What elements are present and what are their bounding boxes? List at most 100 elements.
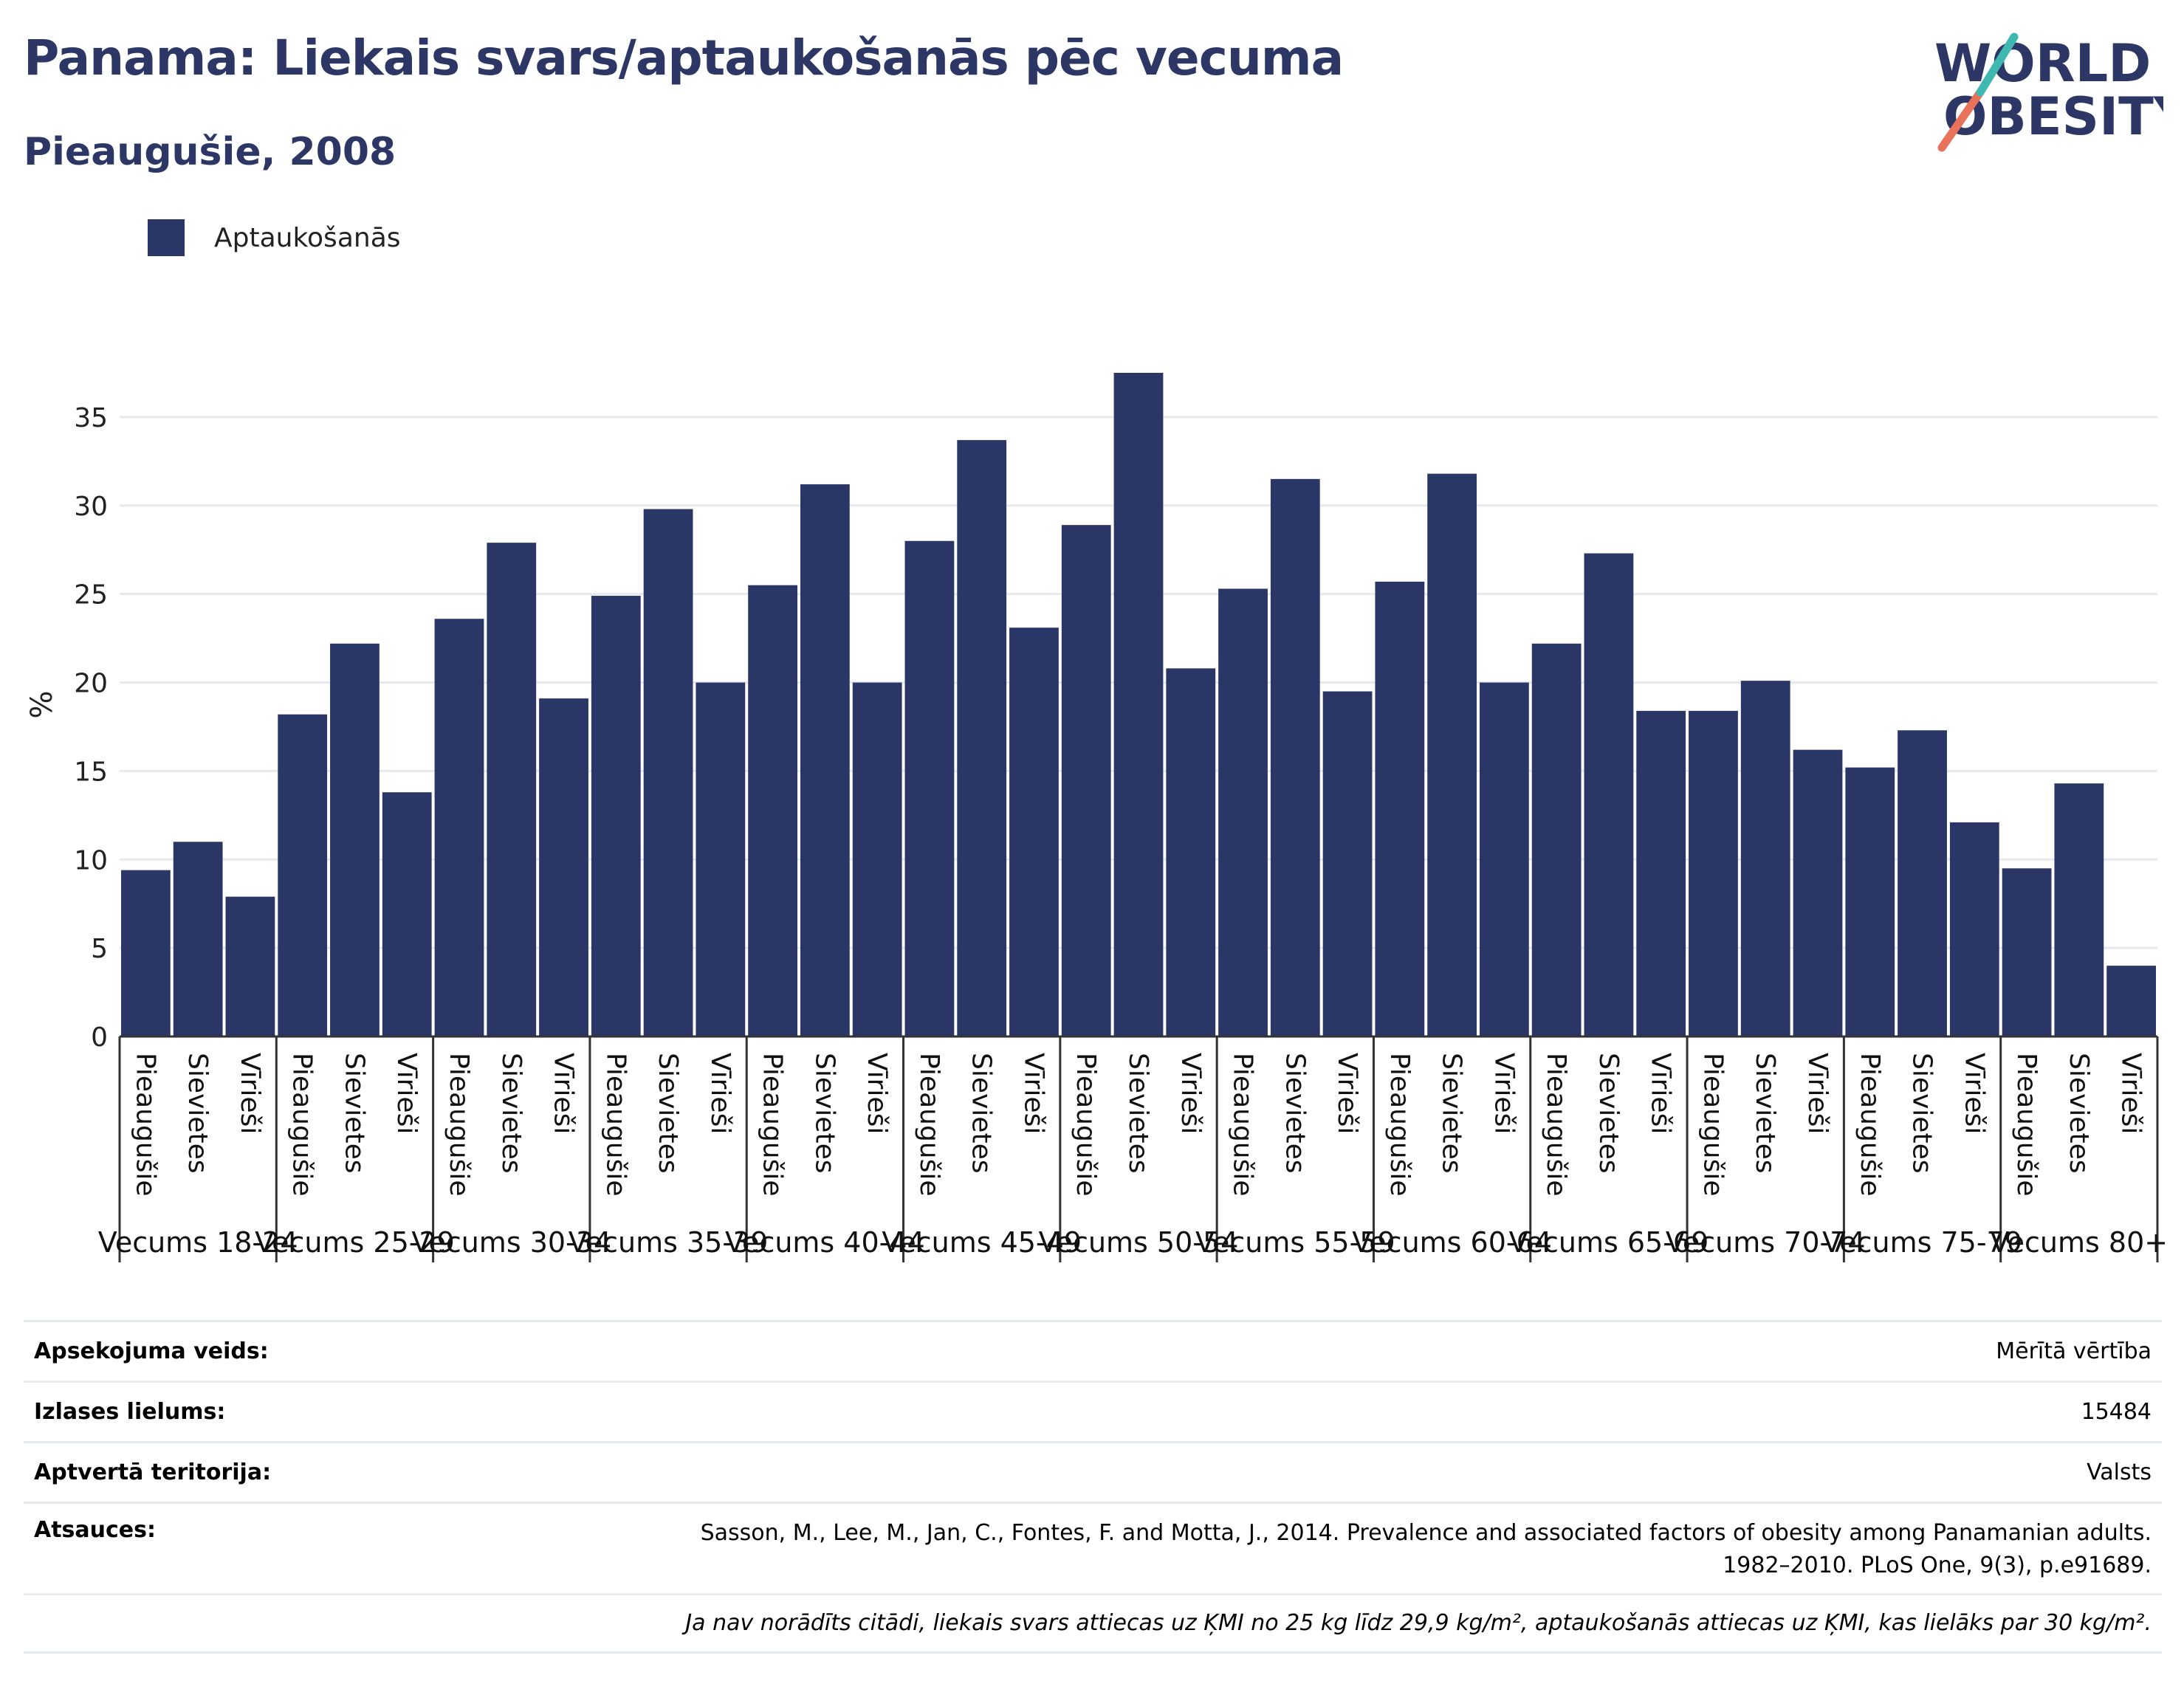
x-category-label: Sievietes [2064, 1053, 2094, 1173]
x-category-label: Sievietes [339, 1053, 369, 1173]
x-category-label: Sievietes [1750, 1053, 1780, 1173]
x-group-label: Vecums 35-39 [569, 1226, 769, 1259]
x-category-label: Vīrieši [1175, 1053, 1206, 1134]
coverage-value: Valsts [2087, 1459, 2152, 1485]
x-group-label: Vecums 65-69 [1509, 1226, 1709, 1259]
bar [957, 440, 1007, 1036]
x-category-label: Pieaugušie [1855, 1053, 1885, 1197]
bar [173, 842, 223, 1036]
bar [1270, 478, 1320, 1036]
x-category-label: Sievietes [1123, 1053, 1153, 1173]
x-category-label: Sievietes [1907, 1053, 1937, 1173]
references-label: Atsauces: [34, 1517, 156, 1543]
x-category-label: Pieaugušie [2011, 1053, 2042, 1197]
info-row-references: Atsauces: Sasson, M., Lee, M., Jan, C., … [24, 1502, 2162, 1593]
x-category-label: Sievietes [1593, 1053, 1624, 1173]
x-category-label: Pieaugušie [287, 1053, 317, 1197]
bar [1113, 373, 1164, 1036]
x-category-label: Vīrieši [391, 1053, 422, 1134]
y-tick-label: 30 [74, 492, 108, 522]
bar [1480, 682, 1529, 1036]
bar [852, 682, 902, 1036]
bar [643, 509, 693, 1036]
logo-slash-teal [1976, 32, 2019, 97]
x-group-label: Vecums 30-34 [411, 1226, 611, 1259]
bar [1375, 581, 1425, 1036]
bar [1218, 588, 1268, 1036]
bar [1689, 710, 1738, 1036]
x-group-label: Vecums 25-29 [255, 1226, 455, 1259]
bar [1949, 822, 1999, 1036]
x-category-label: Vīrieši [1802, 1053, 1833, 1134]
x-category-label: Sievietes [496, 1053, 526, 1173]
x-group-label: Vecums 80+ [1991, 1226, 2168, 1259]
y-tick-label: 35 [74, 403, 108, 433]
bar [1531, 643, 1582, 1036]
bar [1166, 668, 1216, 1036]
bar [904, 540, 955, 1036]
world-obesity-logo: WORLD OBESITY [1934, 32, 2163, 152]
bar [225, 896, 275, 1036]
y-tick-label: 5 [91, 934, 108, 964]
bar [2002, 868, 2052, 1036]
info-row-survey-type: Apsekojuma veids: Mērītā vērtība [24, 1320, 2162, 1381]
bar [434, 619, 484, 1036]
references-line-2: 1982–2010. PLoS One, 9(3), p.e91689. [1723, 1553, 2152, 1578]
chart-title: Panama: Liekais svars/aptaukošanās pēc v… [24, 30, 1344, 86]
bar [748, 585, 797, 1036]
references-line-1: Sasson, M., Lee, M., Jan, C., Fontes, F.… [700, 1520, 2152, 1546]
bar [591, 596, 641, 1036]
x-group-label: Vecums 50-54 [1039, 1226, 1239, 1259]
x-category-label: Vīrieši [1332, 1053, 1362, 1134]
bar [382, 792, 432, 1036]
x-category-label: Vīrieši [2116, 1053, 2146, 1134]
x-category-label: Sievietes [1280, 1053, 1310, 1173]
bar [1427, 473, 1477, 1036]
y-tick-label: 0 [91, 1022, 108, 1053]
bmi-note: Ja nav norādīts citādi, liekais svars at… [685, 1610, 2152, 1636]
x-category-label: Vīrieši [549, 1053, 579, 1134]
bar [487, 543, 537, 1036]
bar [1793, 749, 1843, 1036]
x-category-label: Pieaugušie [1697, 1053, 1728, 1197]
info-row-coverage: Aptvertā teritorija: Valsts [24, 1441, 2162, 1502]
x-category-label: Sievietes [966, 1053, 997, 1173]
x-group-label: Vecums 75-79 [1822, 1226, 2022, 1259]
bar [800, 484, 850, 1036]
bar [278, 714, 328, 1036]
bar [539, 698, 588, 1036]
x-group-label: Vecums 55-59 [1195, 1226, 1395, 1259]
x-category-label: Pieaugušie [1228, 1053, 1258, 1197]
x-category-label: Pieaugušie [914, 1053, 944, 1197]
x-category-label: Pieaugušie [444, 1053, 474, 1197]
x-category-label: Vīrieši [1959, 1053, 1989, 1134]
bar [1845, 767, 1895, 1036]
x-category-label: Vīrieši [705, 1053, 735, 1134]
info-row-note: Ja nav norādīts citādi, liekais svars at… [24, 1593, 2162, 1654]
info-row-sample-size: Izlases lielums: 15484 [24, 1381, 2162, 1441]
bar [1061, 525, 1111, 1036]
x-category-label: Vīrieši [1488, 1053, 1519, 1134]
x-group-label: Vecums 18-24 [98, 1226, 298, 1259]
logo-slash-coral [1937, 88, 1985, 152]
y-axis-label: % [25, 690, 59, 718]
y-tick-label: 10 [74, 845, 108, 876]
bar [2106, 966, 2156, 1036]
info-table: Apsekojuma veids: Mērītā vērtība Izlases… [24, 1320, 2162, 1654]
survey-type-label: Apsekojuma veids: [34, 1338, 269, 1364]
x-group-label: Vecums 45-49 [882, 1226, 1082, 1259]
x-category-label: Sievietes [809, 1053, 839, 1173]
legend-label: Aptaukošanās [214, 222, 401, 253]
x-category-label: Sievietes [182, 1053, 213, 1173]
bar [1740, 681, 1790, 1036]
bar [1636, 710, 1686, 1036]
x-category-label: Vīrieši [1646, 1053, 1676, 1134]
x-category-label: Sievietes [653, 1053, 683, 1173]
bar [1584, 553, 1634, 1036]
references-value: Sasson, M., Lee, M., Jan, C., Fontes, F.… [701, 1517, 2152, 1582]
sample-size-label: Izlases lielums: [34, 1399, 226, 1425]
logo-text-world: WORLD [1934, 33, 2151, 94]
bar [121, 870, 171, 1036]
x-category-label: Pieaugušie [758, 1053, 788, 1197]
chart-subtitle: Pieaugušie, 2008 [24, 130, 396, 174]
